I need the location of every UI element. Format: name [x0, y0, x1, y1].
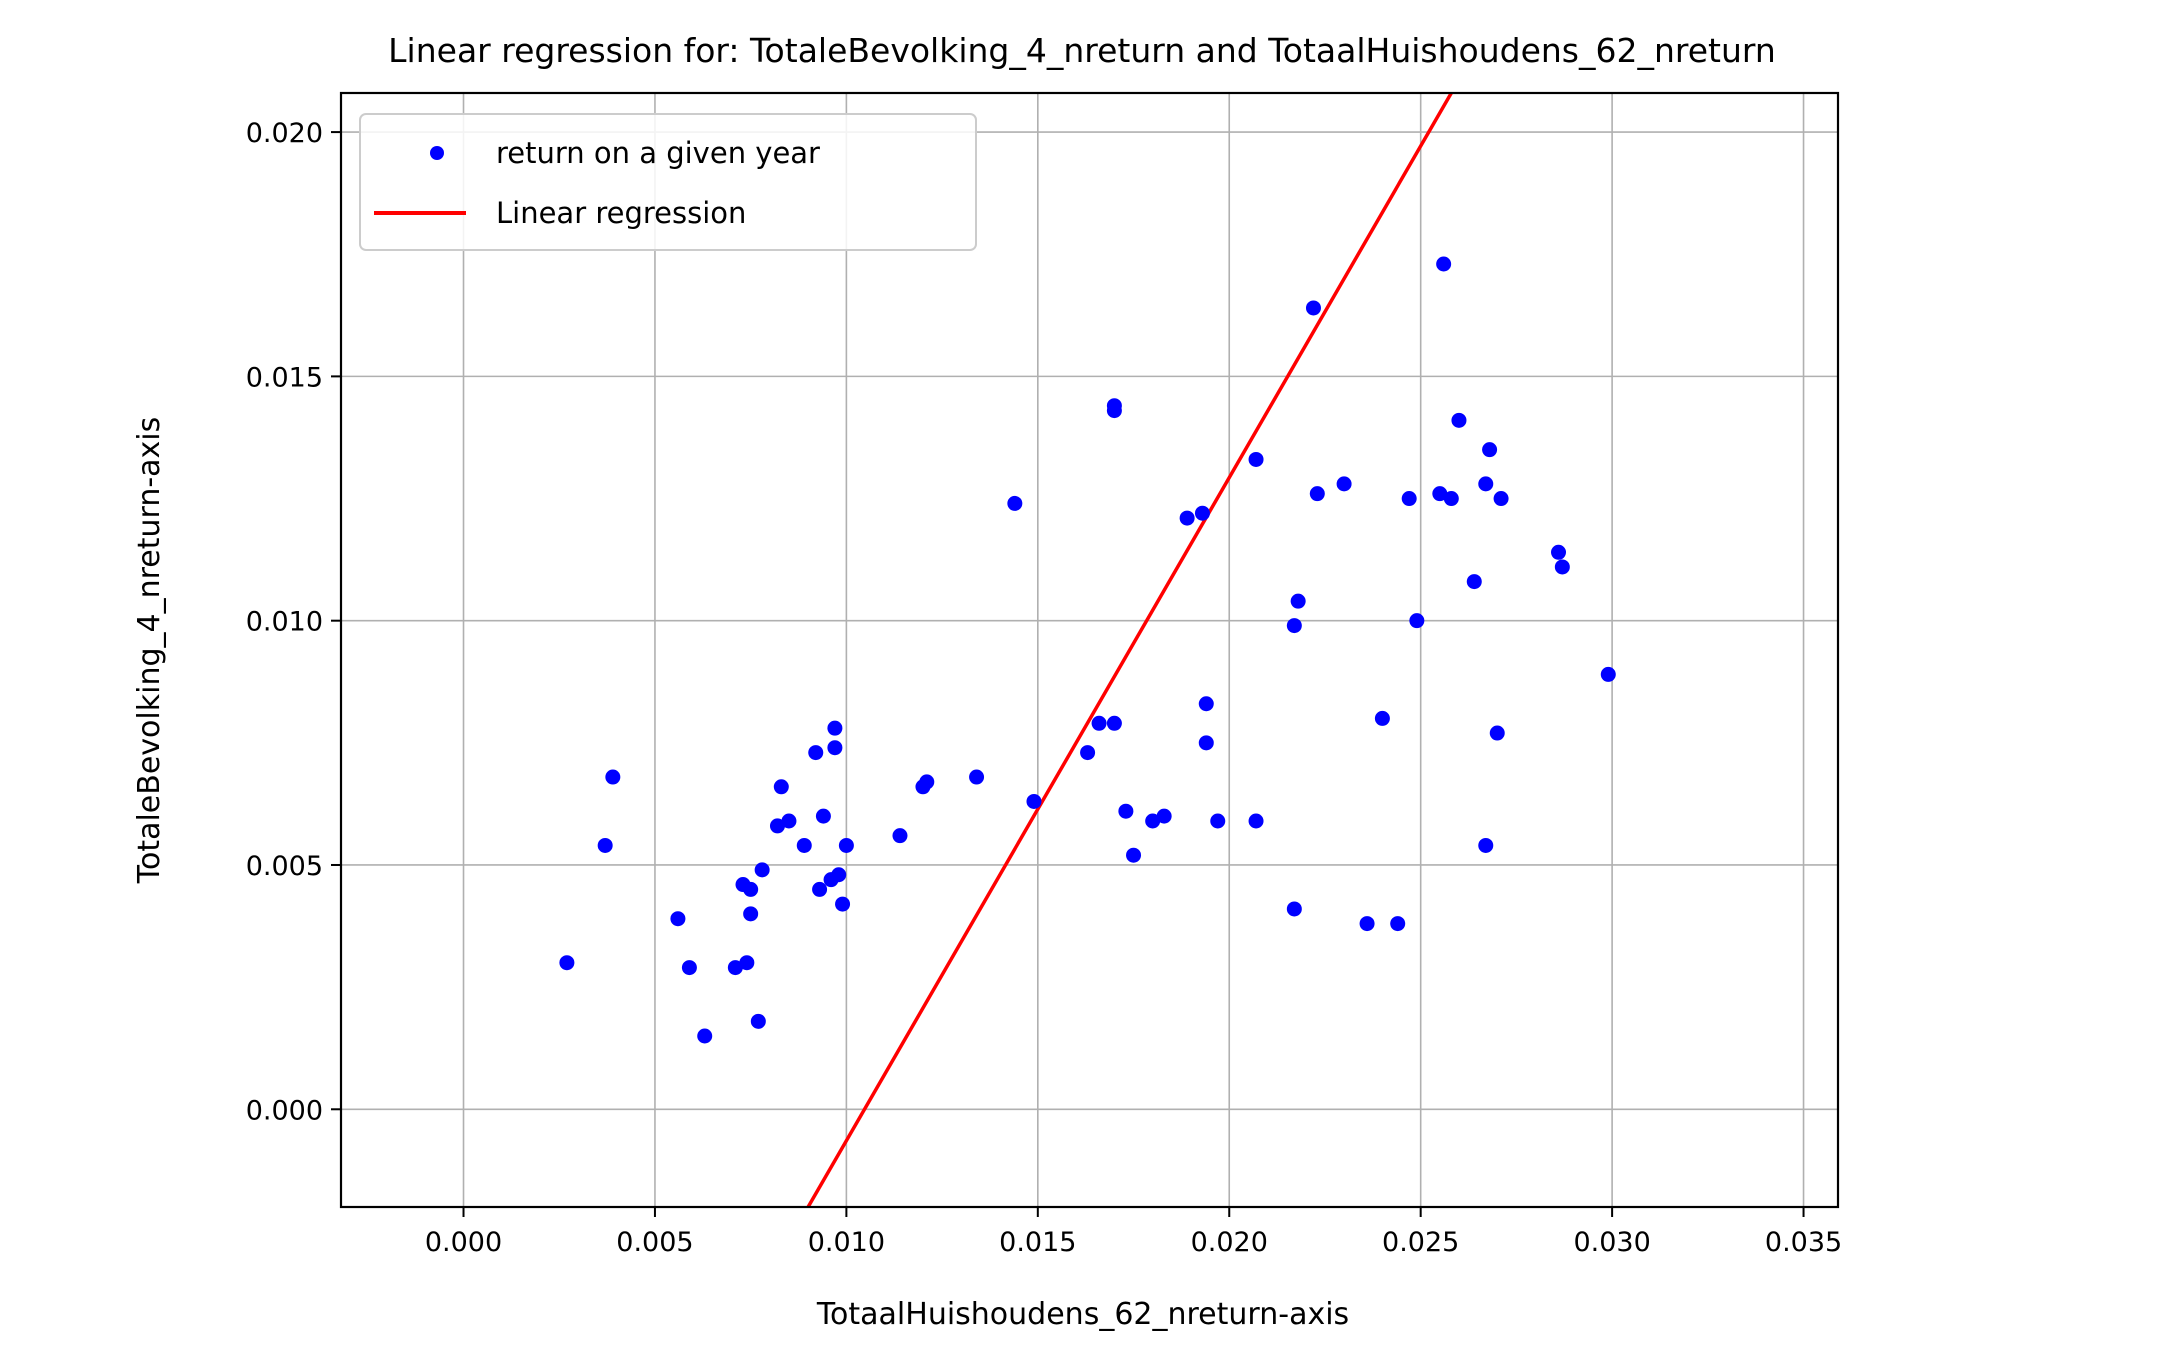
x-tick-label: 0.015 — [999, 1227, 1076, 1258]
data-point — [739, 955, 755, 971]
data-point — [796, 837, 812, 853]
data-point — [743, 881, 759, 897]
data-point — [1156, 808, 1172, 824]
x-tick-label: 0.000 — [425, 1227, 502, 1258]
data-point — [1198, 696, 1214, 712]
data-point — [827, 740, 843, 756]
data-point — [1493, 491, 1509, 507]
y-tick-label: 0.000 — [246, 1095, 323, 1126]
grid-lines — [341, 93, 1838, 1207]
chart-title: Linear regression for: TotaleBevolking_4… — [388, 31, 1776, 70]
data-point — [1478, 476, 1494, 492]
data-point — [1466, 574, 1482, 590]
data-point — [1401, 491, 1417, 507]
data-point — [1551, 544, 1567, 560]
data-point — [827, 720, 843, 736]
data-point — [605, 769, 621, 785]
data-point — [559, 955, 575, 971]
data-point — [831, 867, 847, 883]
data-point — [1305, 300, 1321, 316]
x-tick-label: 0.005 — [616, 1227, 693, 1258]
data-point — [697, 1028, 713, 1044]
y-tick-label: 0.005 — [246, 851, 323, 882]
data-point — [1409, 613, 1425, 629]
data-point — [1359, 916, 1375, 932]
legend: return on a given year Linear regression — [359, 113, 977, 251]
y-tick-label: 0.015 — [246, 362, 323, 393]
regression-layer — [806, 93, 1453, 1207]
data-point — [1118, 803, 1134, 819]
data-point — [1248, 813, 1264, 829]
data-point — [1374, 710, 1390, 726]
data-point — [1194, 505, 1210, 521]
x-axis-ticks: 0.000 0.005 0.010 0.015 0.020 0.025 0.030 0.035 — [425, 1207, 1842, 1258]
data-point — [1443, 491, 1459, 507]
data-point — [835, 896, 851, 912]
data-point — [754, 862, 770, 878]
data-point — [1436, 256, 1452, 272]
x-tick-label: 0.030 — [1573, 1227, 1650, 1258]
data-point — [1210, 813, 1226, 829]
data-point — [1390, 916, 1406, 932]
legend-scatter-marker — [430, 146, 444, 160]
data-point — [1179, 510, 1195, 526]
legend-box — [359, 113, 977, 251]
regression-line — [806, 93, 1453, 1207]
data-point — [1080, 745, 1096, 761]
data-point — [597, 837, 613, 853]
data-point — [815, 808, 831, 824]
data-point — [670, 911, 686, 927]
data-point — [781, 813, 797, 829]
data-point — [808, 745, 824, 761]
data-point — [1489, 725, 1505, 741]
x-tick-label: 0.010 — [808, 1227, 885, 1258]
data-point — [1145, 813, 1161, 829]
data-point — [1007, 495, 1023, 511]
data-point — [892, 828, 908, 844]
data-point — [812, 881, 828, 897]
data-point — [1600, 666, 1616, 682]
data-point — [769, 818, 785, 834]
data-point — [1482, 442, 1498, 458]
data-point — [1026, 793, 1042, 809]
x-tick-label: 0.020 — [1191, 1227, 1268, 1258]
data-point — [743, 906, 759, 922]
data-point — [1106, 715, 1122, 731]
data-point — [1286, 901, 1302, 917]
data-point — [1290, 593, 1306, 609]
data-point — [969, 769, 985, 785]
data-point — [681, 960, 697, 976]
y-axis-ticks: 0.000 0.005 0.010 0.015 0.020 — [246, 118, 341, 1126]
y-tick-label: 0.020 — [246, 118, 323, 149]
x-axis-label: TotaalHuishoudens_62_nreturn-axis — [816, 1297, 1349, 1332]
scatter-points — [559, 256, 1616, 1044]
legend-scatter-label: return on a given year — [496, 136, 820, 170]
x-tick-label: 0.025 — [1382, 1227, 1459, 1258]
data-point — [1554, 559, 1570, 575]
data-point — [1336, 476, 1352, 492]
data-point — [727, 960, 743, 976]
legend-line-label: Linear regression — [496, 196, 746, 230]
data-point — [1286, 618, 1302, 634]
data-point — [1106, 403, 1122, 419]
data-point — [750, 1013, 766, 1029]
data-point — [1309, 486, 1325, 502]
plot-frame — [339, 91, 1840, 1209]
data-point — [1091, 715, 1107, 731]
data-point — [838, 837, 854, 853]
y-axis-label: TotaleBevolking_4_nreturn-axis — [132, 417, 167, 885]
data-point — [1248, 451, 1264, 467]
data-point — [919, 774, 935, 790]
data-point — [1432, 486, 1448, 502]
data-point — [773, 779, 789, 795]
data-point — [1451, 412, 1467, 428]
data-point — [1126, 847, 1142, 863]
data-point — [1478, 837, 1494, 853]
y-tick-label: 0.010 — [246, 607, 323, 638]
x-tick-label: 0.035 — [1765, 1227, 1842, 1258]
data-point — [1198, 735, 1214, 751]
